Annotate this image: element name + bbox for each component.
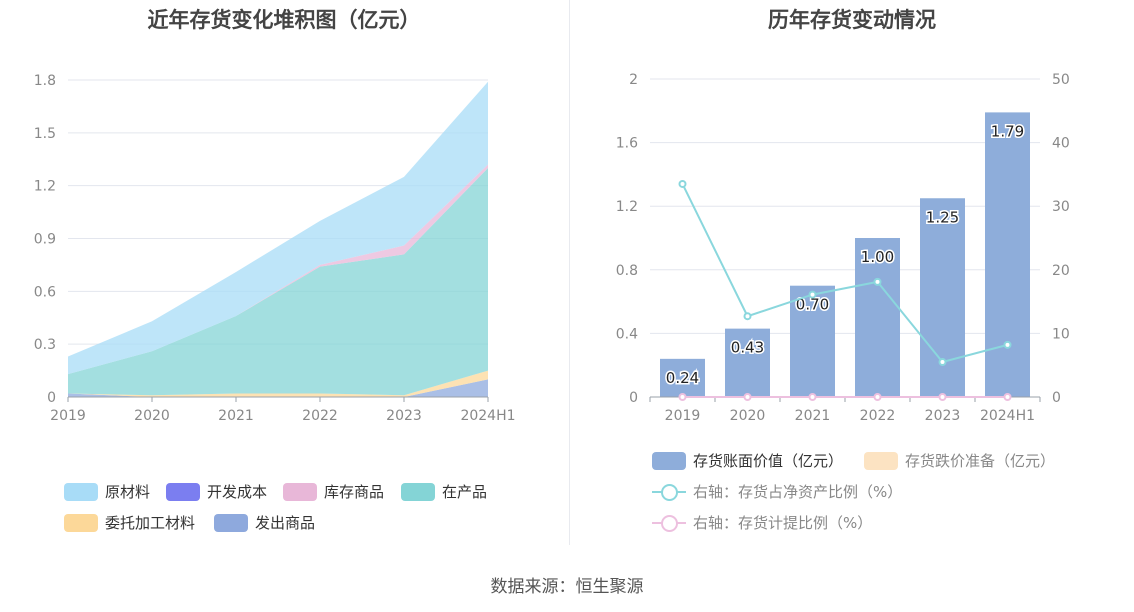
provision-ratio-point (938, 393, 947, 401)
legend-label-provision-ratio: 右轴：存货计提比例（%） (693, 514, 873, 532)
bar-book-value (855, 238, 900, 397)
legend-label-net-asset-ratio: 右轴：存货占净资产比例（%） (693, 483, 903, 501)
x-tick-label: 2024H1 (980, 408, 1035, 424)
swatch-development-cost (166, 482, 200, 501)
provision-ratio-point (873, 393, 882, 401)
y2-tick-label: 30 (1052, 199, 1070, 215)
provision-ratio-point (678, 393, 687, 401)
x-tick-label: 2020 (730, 408, 766, 424)
right-chart-panel: 历年存货变动情况 0 0.4 0.8 1.2 1.6 2 0 10 20 30 40 50 0.24 0.… (570, 0, 1134, 545)
bar-book-value (790, 285, 835, 397)
legend-label-consigned-materials: 委托加工材料 (105, 514, 196, 532)
x-tick-label: 2024H1 (460, 408, 515, 424)
swatch-goods-shipped (214, 513, 248, 532)
stacked-area-chart: 0 0.3 0.6 0.9 1.2 1.5 1.8 2019 2020 2021 2022 2023 2… (34, 73, 516, 424)
legend-label-book-value: 存货账面价值（亿元） (693, 452, 844, 470)
left-chart-title: 近年存货变化堆积图（亿元） (147, 8, 421, 32)
y-tick-label: 1.2 (616, 199, 638, 215)
legend-label-goods-shipped: 发出商品 (255, 514, 316, 532)
y-tick-label: 1.6 (616, 136, 638, 152)
legend-label-inventory-goods: 库存商品 (324, 483, 385, 501)
right-chart-title: 历年存货变动情况 (768, 8, 936, 32)
provision-ratio-point (743, 393, 752, 401)
bar-data-label: 1.79 (991, 122, 1024, 140)
legend-item-work-in-progress[interactable]: 在产品 (401, 481, 487, 502)
bar-data-label: 1.25 (926, 208, 959, 226)
bar-data-label: 0.43 (731, 339, 764, 357)
y-tick-label: 1.8 (34, 73, 56, 89)
y-tick-label: 0.3 (34, 337, 56, 353)
y-tick-label: 0 (47, 390, 56, 406)
left-chart-panel: 近年存货变化堆积图（亿元） 0 0.3 0.6 0.9 1.2 1.5 1.8 2019 202… (0, 0, 568, 545)
y2-tick-label: 20 (1052, 263, 1070, 279)
swatch-provision-ratio (652, 514, 686, 532)
swatch-reserve (864, 451, 898, 470)
legend-item-book-value[interactable]: 存货账面价值（亿元） (652, 450, 843, 471)
x-tick-label: 2021 (218, 408, 254, 424)
y-tick-label: 0.4 (616, 326, 638, 342)
legend-label-raw-materials: 原材料 (105, 483, 151, 501)
net-asset-ratio-point (808, 290, 817, 299)
legend-label-work-in-progress: 在产品 (442, 483, 488, 501)
swatch-net-asset-ratio (652, 483, 686, 501)
y2-tick-label: 0 (1052, 390, 1061, 406)
x-tick-label: 2019 (665, 408, 701, 424)
y-tick-label: 1.5 (34, 126, 56, 142)
swatch-consigned-materials (64, 513, 98, 532)
y2-tick-label: 40 (1052, 136, 1070, 152)
y-tick-label: 0.8 (616, 263, 638, 279)
net-asset-ratio-point (678, 179, 687, 188)
y-tick-label: 0.6 (34, 284, 56, 300)
net-asset-ratio-point (1003, 340, 1012, 349)
x-tick-label: 2023 (386, 408, 422, 424)
y-tick-label: 0 (629, 390, 638, 406)
provision-ratio-point (1003, 393, 1012, 401)
legend-item-reserve[interactable]: 存货跌价准备（亿元） (864, 450, 1055, 471)
bar-book-value (985, 112, 1030, 397)
swatch-raw-materials (64, 482, 98, 501)
legend-item-development-cost[interactable]: 开发成本 (166, 481, 267, 502)
bar-book-value (725, 328, 770, 397)
panel-divider (569, 0, 570, 545)
x-tick-label: 2019 (50, 408, 86, 424)
swatch-book-value (652, 451, 686, 470)
area-series-2 (68, 168, 488, 396)
legend-item-raw-materials[interactable]: 原材料 (64, 481, 150, 502)
net-asset-ratio-point (743, 312, 752, 321)
legend-label-development-cost: 开发成本 (207, 483, 268, 501)
x-tick-label: 2020 (134, 408, 170, 424)
provision-ratio-point (808, 393, 817, 401)
y-tick-label: 1.2 (34, 179, 56, 195)
bar-book-value (920, 198, 965, 397)
bar-data-label: 0.24 (666, 369, 699, 387)
net-asset-ratio-point (873, 277, 882, 286)
legend-item-inventory-goods[interactable]: 库存商品 (283, 481, 384, 502)
x-tick-label: 2022 (860, 408, 896, 424)
x-tick-label: 2022 (302, 408, 338, 424)
bar-data-label: 1.00 (861, 248, 894, 266)
net-asset-ratio-line (681, 183, 1008, 364)
legend-item-provision-ratio[interactable]: 右轴：存货计提比例（%） (652, 512, 872, 533)
area-series-5 (68, 81, 488, 375)
data-source-note: 数据来源：恒生聚源 (490, 577, 644, 597)
bar-data-label: 0.70 (796, 296, 829, 314)
y2-tick-label: 50 (1052, 72, 1070, 88)
y-tick-label: 2 (629, 72, 638, 88)
x-tick-label: 2023 (925, 408, 961, 424)
net-asset-ratio-point (938, 358, 947, 367)
y2-tick-label: 10 (1052, 326, 1070, 342)
x-tick-label: 2021 (795, 408, 831, 424)
y-tick-label: 0.9 (34, 232, 56, 248)
legend-item-goods-shipped[interactable]: 发出商品 (214, 512, 315, 533)
legend-item-net-asset-ratio[interactable]: 右轴：存货占净资产比例（%） (652, 481, 902, 502)
legend-item-consigned-materials[interactable]: 委托加工材料 (64, 512, 195, 533)
legend-label-reserve: 存货跌价准备（亿元） (905, 452, 1056, 470)
swatch-work-in-progress (401, 482, 435, 501)
bar-line-combo-chart: 00.40.81.21.62010203040500.240.430.701.0… (616, 72, 1070, 424)
bar-book-value (660, 358, 705, 397)
swatch-inventory-goods (283, 482, 317, 501)
